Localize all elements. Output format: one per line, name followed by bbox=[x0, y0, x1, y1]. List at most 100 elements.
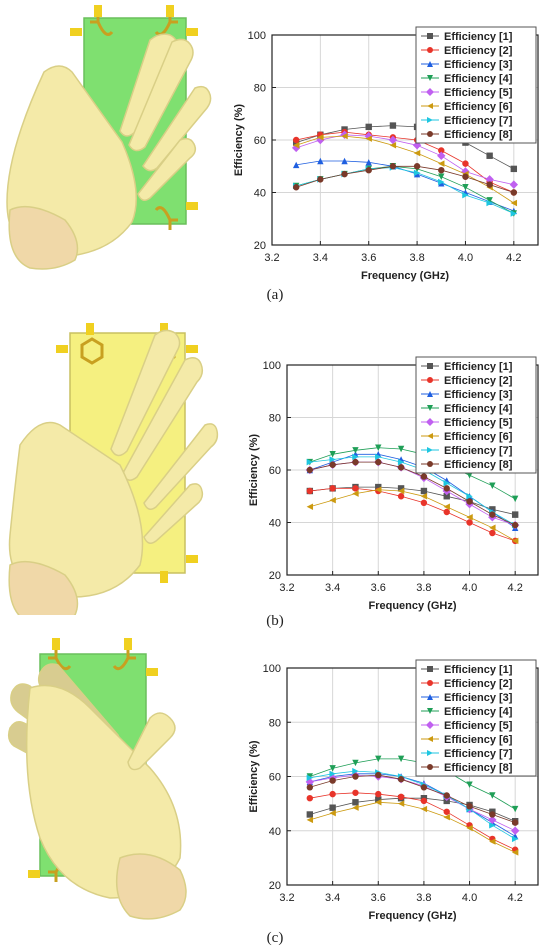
caption-b: (b) bbox=[266, 613, 284, 629]
data-point bbox=[462, 191, 469, 199]
legend-entry-label: Efficiency [6] bbox=[444, 734, 513, 746]
data-point bbox=[443, 479, 450, 487]
data-point bbox=[466, 498, 473, 505]
data-point bbox=[306, 487, 314, 495]
data-point bbox=[489, 822, 496, 829]
data-point bbox=[510, 189, 518, 196]
series-6 bbox=[306, 799, 519, 856]
data-point bbox=[486, 152, 493, 159]
data-point bbox=[489, 792, 496, 799]
data-point bbox=[352, 458, 359, 466]
data-point bbox=[317, 157, 324, 165]
legend-entry-label: Efficiency [8] bbox=[444, 762, 513, 774]
x-tick-label: 3.4 bbox=[325, 582, 340, 594]
legend: Efficiency [1] Efficiency [2] Efficiency [… bbox=[415, 26, 537, 144]
series-line bbox=[309, 758, 516, 810]
data-point bbox=[443, 508, 450, 516]
data-point bbox=[489, 524, 496, 531]
series-line bbox=[309, 797, 516, 822]
data-point bbox=[292, 184, 300, 191]
data-point bbox=[329, 765, 336, 772]
data-point bbox=[510, 165, 518, 173]
series-6 bbox=[292, 132, 518, 207]
legend-marker bbox=[426, 721, 434, 729]
data-point bbox=[511, 537, 519, 545]
data-point bbox=[365, 123, 372, 131]
legend-marker bbox=[427, 103, 433, 109]
data-point bbox=[397, 800, 405, 807]
y-tick-label: 100 bbox=[263, 663, 281, 675]
x-tick-label: 4.0 bbox=[462, 892, 477, 904]
series-2 bbox=[306, 789, 519, 853]
data-point bbox=[306, 795, 314, 802]
efficiency-chart-c: 3.2 3.4 3.6 3.8 4.0 4.2 20 40 60 80 100 Frequency (… bbox=[248, 659, 539, 922]
series-line bbox=[296, 167, 514, 214]
legend-box bbox=[415, 26, 537, 144]
data-point bbox=[375, 486, 382, 493]
series-line bbox=[309, 770, 516, 840]
series-line bbox=[309, 792, 516, 851]
legend-marker bbox=[427, 750, 433, 756]
data-point bbox=[375, 790, 382, 798]
figure-panel-a: 3.2 3.4 3.6 3.8 4.0 4.2 20 40 60 80 100 Frequency (… bbox=[0, 0, 550, 303]
x-tick-label: 3.6 bbox=[371, 582, 386, 594]
data-point bbox=[389, 142, 397, 149]
x-tick-label: 4.2 bbox=[508, 582, 523, 594]
series-8 bbox=[292, 163, 518, 196]
legend-entry-label: Efficiency [5] bbox=[444, 87, 513, 99]
legend-marker bbox=[426, 88, 434, 96]
data-point bbox=[420, 797, 428, 805]
data-point bbox=[486, 181, 493, 188]
connector-icon bbox=[56, 323, 198, 583]
data-point bbox=[365, 166, 372, 174]
data-point bbox=[306, 784, 314, 791]
x-axis-label: Frequency (GHz) bbox=[368, 910, 456, 922]
data-point bbox=[412, 141, 422, 150]
data-point bbox=[413, 169, 421, 177]
legend: Efficiency [1] Efficiency [2] Efficiency [… bbox=[415, 356, 537, 474]
data-point bbox=[352, 773, 359, 780]
x-tick-label: 4.0 bbox=[462, 582, 477, 594]
data-point bbox=[466, 824, 473, 832]
legend-marker bbox=[427, 391, 433, 397]
legend-entry-label: Efficiency [2] bbox=[444, 375, 513, 387]
data-point bbox=[341, 132, 348, 140]
series-line bbox=[296, 134, 514, 185]
series-line bbox=[296, 165, 514, 193]
x-tick-label: 3.2 bbox=[264, 252, 279, 264]
series-8 bbox=[306, 771, 519, 826]
legend-entry-label: Efficiency [4] bbox=[444, 706, 513, 718]
x-tick-label: 3.4 bbox=[313, 252, 328, 264]
data-point bbox=[388, 135, 398, 145]
series-line bbox=[309, 456, 516, 526]
y-axis-label: Efficiency (%) bbox=[248, 434, 260, 506]
legend-marker bbox=[427, 117, 433, 123]
data-point bbox=[365, 135, 372, 142]
x-tick-label: 4.0 bbox=[458, 252, 473, 264]
data-point bbox=[443, 485, 450, 492]
hand-with-board-illustration-c bbox=[7, 638, 187, 920]
legend-marker bbox=[427, 47, 433, 53]
legend-marker bbox=[427, 405, 433, 411]
x-tick-label: 3.4 bbox=[325, 892, 340, 904]
data-point bbox=[397, 487, 405, 495]
legend-marker bbox=[427, 764, 433, 770]
y-tick-label: 20 bbox=[269, 880, 281, 892]
series-1 bbox=[306, 795, 519, 825]
data-point bbox=[466, 781, 473, 788]
series-line bbox=[309, 487, 516, 542]
legend-entry-label: Efficiency [2] bbox=[444, 678, 513, 690]
data-point bbox=[437, 151, 446, 160]
legend-marker bbox=[427, 680, 433, 686]
y-tick-label: 40 bbox=[254, 188, 266, 200]
data-point bbox=[352, 485, 359, 492]
data-point bbox=[329, 777, 336, 784]
data-point bbox=[413, 163, 421, 170]
data-point bbox=[292, 161, 300, 169]
connector-icon bbox=[28, 638, 158, 878]
data-point bbox=[486, 197, 493, 204]
data-point bbox=[510, 199, 518, 207]
series-line bbox=[309, 801, 516, 853]
data-point bbox=[397, 793, 405, 801]
data-point bbox=[509, 180, 519, 189]
